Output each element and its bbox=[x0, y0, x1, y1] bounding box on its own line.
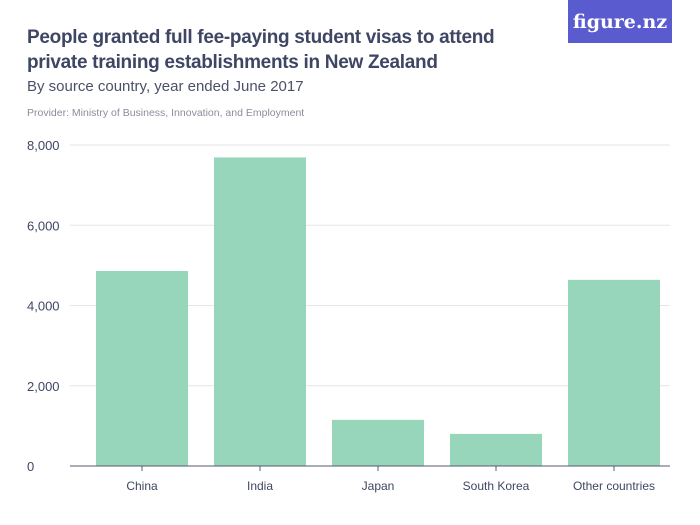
x-tick-label: India bbox=[247, 479, 273, 493]
x-tick-label: Japan bbox=[362, 479, 395, 493]
bar-japan bbox=[332, 419, 424, 466]
y-tick-label: 6,000 bbox=[27, 218, 60, 233]
y-tick-label: 2,000 bbox=[27, 379, 60, 394]
y-tick-label: 8,000 bbox=[27, 138, 60, 153]
bar-other-countries bbox=[568, 279, 660, 466]
x-tick-label: South Korea bbox=[463, 479, 530, 493]
y-tick-label: 0 bbox=[27, 459, 34, 474]
y-tick-label: 4,000 bbox=[27, 299, 60, 314]
figure-nz-logo[interactable]: figure.nz bbox=[568, 0, 672, 43]
chart-title: People granted full fee-paying student v… bbox=[27, 27, 495, 73]
bar-china bbox=[96, 270, 188, 466]
bar-south-korea bbox=[450, 433, 542, 466]
x-tick-label: China bbox=[126, 479, 158, 493]
chart-subtitle: By source country, year ended June 2017 bbox=[27, 78, 304, 95]
bar-india bbox=[214, 157, 306, 466]
provider-text: Provider: Ministry of Business, Innovati… bbox=[27, 107, 305, 119]
x-tick-label: Other countries bbox=[573, 479, 655, 493]
